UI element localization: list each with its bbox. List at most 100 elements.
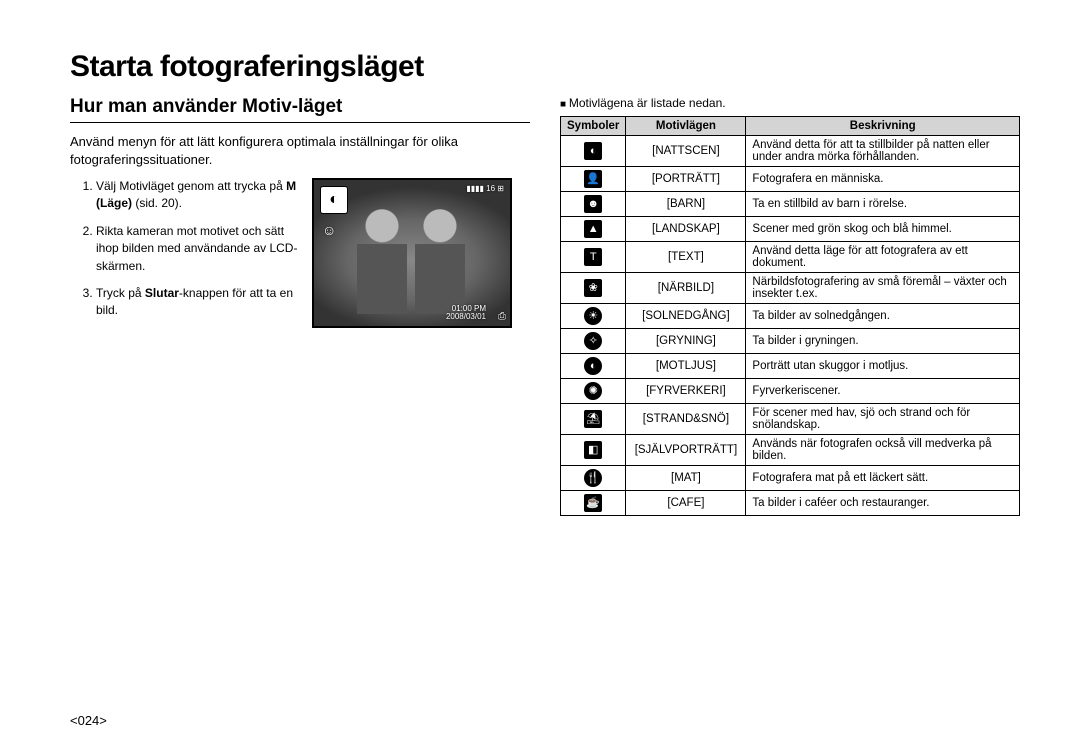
- table-row: ✧ [GRYNING]Ta bilder i gryningen.: [561, 329, 1020, 354]
- cell-mode: [PORTRÄTT]: [626, 167, 746, 192]
- step-list: Välj Motivläget genom att trycka på M (L…: [70, 178, 300, 330]
- table-row: 👤[PORTRÄTT]Fotografera en människa.: [561, 167, 1020, 192]
- cell-mode: [NATTSCEN]: [626, 136, 746, 167]
- steps-and-preview: Välj Motivläget genom att trycka på M (L…: [70, 178, 530, 330]
- step-bold: Slutar: [145, 286, 179, 300]
- step-text: Välj Motivläget genom att trycka på: [96, 179, 286, 193]
- page-title: Starta fotograferingsläget: [70, 50, 1020, 84]
- cell-symbol: ◧: [561, 435, 626, 466]
- cell-desc: Fyrverkeriscener.: [746, 379, 1020, 404]
- table-intro: Motivlägena är listade nedan.: [560, 96, 1020, 110]
- lcd-person-silhouette: [410, 206, 470, 316]
- lcd-corner-icon: ⎙: [498, 311, 506, 322]
- lcd-person-silhouette: [352, 206, 412, 316]
- cell-desc: Använd detta för att ta stillbilder på n…: [746, 136, 1020, 167]
- cell-mode: [FYRVERKERI]: [626, 379, 746, 404]
- table-row: ▲ [LANDSKAP]Scener med grön skog och blå …: [561, 217, 1020, 242]
- mode-icon: ▲: [584, 220, 602, 238]
- lcd-preview-wrap: ◐ ▮▮▮▮ 16 ⊞ ☺ 01:00 PM 2008/03/01 ⎙: [312, 178, 530, 330]
- table-row: ◧[SJÄLVPORTRÄTT]Används när fotografen o…: [561, 435, 1020, 466]
- lcd-preview: ◐ ▮▮▮▮ 16 ⊞ ☺ 01:00 PM 2008/03/01 ⎙: [312, 178, 512, 328]
- cell-desc: Ta bilder i gryningen.: [746, 329, 1020, 354]
- cell-mode: [STRAND&SNÖ]: [626, 404, 746, 435]
- cell-mode: [NÄRBILD]: [626, 273, 746, 304]
- cell-symbol: ☻: [561, 192, 626, 217]
- mode-icon: ⛱: [584, 410, 602, 428]
- lcd-timestamp: 01:00 PM 2008/03/01: [446, 305, 486, 323]
- step-3: Tryck på Slutar-knappen för att ta en bi…: [96, 285, 300, 320]
- step-1: Välj Motivläget genom att trycka på M (L…: [96, 178, 300, 213]
- page-number: <024>: [70, 713, 107, 728]
- cell-mode: [MAT]: [626, 466, 746, 491]
- scene-mode-table: Symboler Motivlägen Beskrivning ◐ [NATTSC…: [560, 116, 1020, 516]
- mode-icon: ☻: [584, 195, 602, 213]
- table-row: ⛱ [STRAND&SNÖ]För scener med hav, sjö och…: [561, 404, 1020, 435]
- table-row: ❀ [NÄRBILD]Närbildsfotografering av små f…: [561, 273, 1020, 304]
- table-row: T [TEXT]Använd detta läge för att fotogra…: [561, 242, 1020, 273]
- mode-icon: ✺: [584, 382, 602, 400]
- cell-symbol: 👤: [561, 167, 626, 192]
- cell-mode: [CAFE]: [626, 491, 746, 516]
- table-row: ✺ [FYRVERKERI]Fyrverkeriscener.: [561, 379, 1020, 404]
- step-2: Rikta kameran mot motivet och sätt ihop …: [96, 223, 300, 275]
- table-row: ☻ [BARN]Ta en stillbild av barn i rörelse…: [561, 192, 1020, 217]
- mode-icon: T: [584, 248, 602, 266]
- mode-icon: 🍴: [584, 469, 602, 487]
- th-symbols: Symboler: [561, 117, 626, 136]
- cell-symbol: ◐: [561, 136, 626, 167]
- cell-symbol: ▲: [561, 217, 626, 242]
- section-heading: Hur man använder Motiv-läget: [70, 96, 530, 123]
- table-row: ◐ [MOTLJUS]Porträtt utan skuggor i motlju…: [561, 354, 1020, 379]
- mode-icon: ☀: [584, 307, 602, 325]
- table-header-row: Symboler Motivlägen Beskrivning: [561, 117, 1020, 136]
- cell-desc: Ta en stillbild av barn i rörelse.: [746, 192, 1020, 217]
- cell-desc: För scener med hav, sjö och strand och f…: [746, 404, 1020, 435]
- lcd-mode-badge-icon: ◐: [320, 186, 348, 214]
- cell-symbol: ☀: [561, 304, 626, 329]
- cell-mode: [GRYNING]: [626, 329, 746, 354]
- step-text: Tryck på: [96, 286, 145, 300]
- cell-desc: Fotografera mat på ett läckert sätt.: [746, 466, 1020, 491]
- cell-mode: [MOTLJUS]: [626, 354, 746, 379]
- th-desc: Beskrivning: [746, 117, 1020, 136]
- lcd-date-line: 2008/03/01: [446, 313, 486, 322]
- cell-symbol: ☕: [561, 491, 626, 516]
- cell-desc: Porträtt utan skuggor i motljus.: [746, 354, 1020, 379]
- cell-symbol: T: [561, 242, 626, 273]
- cell-mode: [SOLNEDGÅNG]: [626, 304, 746, 329]
- step-text: Rikta kameran mot motivet och sätt ihop …: [96, 224, 297, 273]
- lcd-hud-text: ▮▮▮▮ 16 ⊞: [466, 184, 504, 193]
- lcd-face-icon: ☺: [322, 222, 336, 238]
- cell-symbol: 🍴: [561, 466, 626, 491]
- mode-icon: ☕: [584, 494, 602, 512]
- left-column: Hur man använder Motiv-läget Använd meny…: [70, 96, 530, 516]
- cell-symbol: ✧: [561, 329, 626, 354]
- table-row: ◐ [NATTSCEN]Använd detta för att ta still…: [561, 136, 1020, 167]
- cell-desc: Fotografera en människa.: [746, 167, 1020, 192]
- cell-mode: [BARN]: [626, 192, 746, 217]
- cell-symbol: ⛱: [561, 404, 626, 435]
- th-modes: Motivlägen: [626, 117, 746, 136]
- table-row: ☀[SOLNEDGÅNG]Ta bilder av solnedgången.: [561, 304, 1020, 329]
- cell-desc: Närbildsfotografering av små föremål – v…: [746, 273, 1020, 304]
- mode-icon: ◧: [584, 441, 602, 459]
- cell-desc: Används när fotografen också vill medver…: [746, 435, 1020, 466]
- step-text: (sid. 20).: [132, 196, 182, 210]
- table-row: 🍴 [MAT]Fotografera mat på ett läckert sät…: [561, 466, 1020, 491]
- table-row: ☕ [CAFE]Ta bilder i caféer och restaurang…: [561, 491, 1020, 516]
- cell-mode: [TEXT]: [626, 242, 746, 273]
- mode-icon: ✧: [584, 332, 602, 350]
- cell-mode: [LANDSKAP]: [626, 217, 746, 242]
- cell-desc: Ta bilder i caféer och restauranger.: [746, 491, 1020, 516]
- mode-icon: ◐: [584, 357, 602, 375]
- cell-desc: Använd detta läge för att fotografera av…: [746, 242, 1020, 273]
- mode-icon: ◐: [584, 142, 602, 160]
- right-column: Motivlägena är listade nedan. Symboler M…: [560, 96, 1020, 516]
- intro-text: Använd menyn för att lätt konfigurera op…: [70, 133, 530, 168]
- table-body: ◐ [NATTSCEN]Använd detta för att ta still…: [561, 136, 1020, 516]
- cell-desc: Scener med grön skog och blå himmel.: [746, 217, 1020, 242]
- cell-symbol: ✺: [561, 379, 626, 404]
- cell-symbol: ◐: [561, 354, 626, 379]
- two-column-layout: Hur man använder Motiv-läget Använd meny…: [70, 96, 1020, 516]
- mode-icon: ❀: [584, 279, 602, 297]
